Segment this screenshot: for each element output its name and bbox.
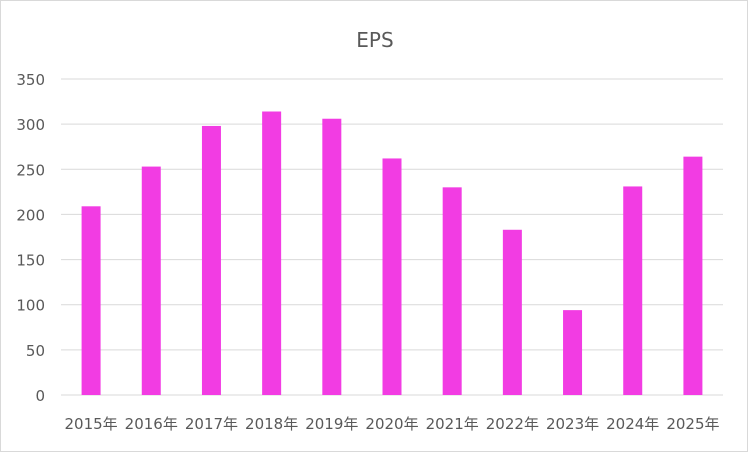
y-axis-ticks: 0 50 100 150 200 250 300 350 (16, 71, 45, 405)
x-tick-label: 2015年 (64, 415, 117, 433)
bar-2024年 (623, 186, 643, 395)
y-tick-label: 100 (16, 297, 45, 315)
x-tick-label: 2021年 (426, 415, 479, 433)
x-tick-label: 2023年 (546, 415, 599, 433)
bar-2019年 (322, 118, 342, 396)
bar-2015年 (81, 206, 101, 395)
x-tick-label: 2017年 (185, 415, 238, 433)
bar-2022年 (502, 229, 522, 395)
bar-2016年 (141, 166, 161, 395)
y-tick-label: 250 (16, 161, 45, 179)
bar-2023年 (563, 310, 583, 395)
x-tick-label: 2018年 (245, 415, 298, 433)
bar-2021年 (442, 187, 462, 395)
bar-2025年 (683, 156, 703, 395)
x-tick-label: 2020年 (365, 415, 418, 433)
bar-2017年 (201, 125, 221, 395)
y-tick-label: 300 (16, 116, 45, 134)
bar-2020年 (382, 158, 402, 395)
x-tick-label: 2025年 (666, 415, 719, 433)
x-tick-label: 2016年 (125, 415, 178, 433)
bar-2018年 (262, 111, 282, 395)
y-tick-label: 350 (16, 71, 45, 89)
y-tick-label: 50 (26, 342, 45, 360)
y-tick-label: 150 (16, 252, 45, 270)
y-tick-label: 200 (16, 206, 45, 224)
x-axis-ticks: 2015年 2016年 2017年 2018年 2019年 2020年 2021年 2022年… (64, 415, 719, 433)
x-tick-label: 2022年 (486, 415, 539, 433)
x-tick-label: 2024年 (606, 415, 659, 433)
x-tick-label: 2019年 (305, 415, 358, 433)
y-tick-label: 0 (35, 387, 45, 405)
chart-title: EPS (356, 28, 393, 52)
bars (81, 111, 703, 396)
